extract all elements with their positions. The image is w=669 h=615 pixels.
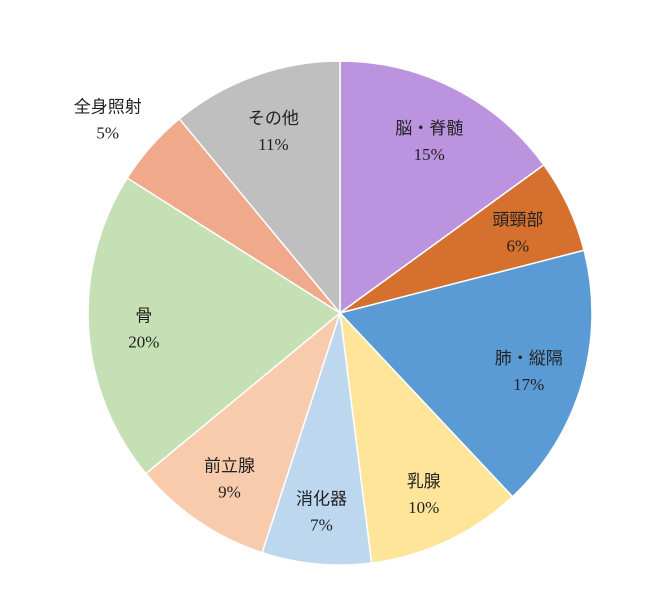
slice-value-label-6: 20%	[128, 332, 159, 351]
slice-value-label-7: 5%	[96, 124, 119, 143]
slice-value-label-3: 10%	[408, 498, 439, 517]
slice-label-6: 骨	[135, 306, 152, 326]
pie-labels: 脳・脊髄 15% 頭頸部 6% 肺・縦隔 17% 乳腺 10% 消化器 7% 前立腺 9% 骨 20% 全身…	[74, 98, 563, 535]
slice-value-label-8: 11%	[258, 135, 289, 154]
pie-slice-0	[339, 60, 545, 315]
slice-label-0: 脳・脊髄	[395, 119, 463, 139]
slice-label-1: 頭頸部	[492, 210, 543, 230]
pie-slice-2	[338, 249, 593, 498]
slice-label-8: その他	[248, 109, 299, 129]
pie-slice-6	[87, 176, 342, 475]
slice-value-label-5: 9%	[218, 483, 241, 502]
slice-value-label-0: 15%	[414, 145, 445, 164]
pie-slice-3	[338, 310, 514, 564]
pie-slices	[87, 60, 593, 566]
slice-label-5: 前立腺	[204, 457, 255, 477]
pie-slice-4	[261, 312, 373, 566]
slice-label-2: 肺・縦隔	[495, 349, 563, 369]
slice-value-label-1: 6%	[507, 236, 530, 255]
slice-value-label-4: 7%	[310, 516, 333, 535]
pie-slice-8	[178, 60, 341, 316]
slice-label-4: 消化器	[296, 490, 347, 510]
slice-label-3: 乳腺	[407, 472, 441, 492]
slice-value-label-2: 17%	[513, 375, 544, 394]
slice-label-7: 全身照射	[74, 98, 142, 118]
pie-slice-5	[144, 310, 342, 554]
